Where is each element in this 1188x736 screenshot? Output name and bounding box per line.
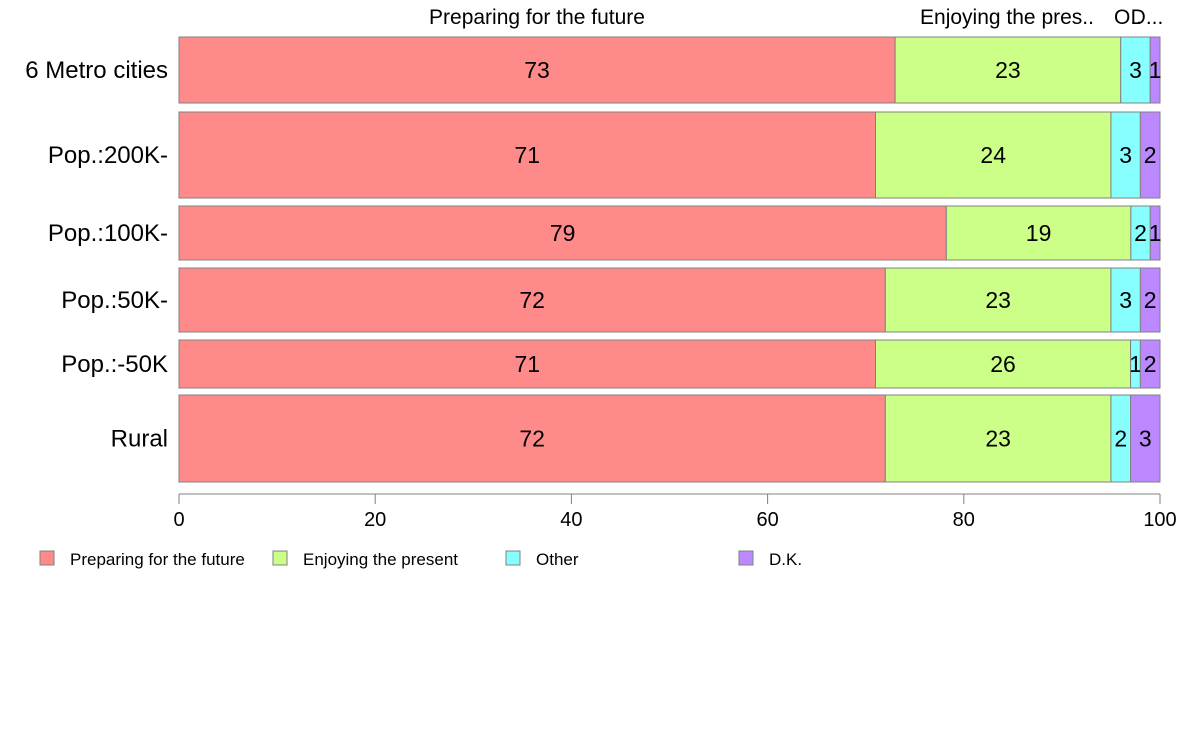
data-label: 2 bbox=[1144, 142, 1157, 168]
bar-segment bbox=[884, 267, 1112, 333]
legend-label: Preparing for the future bbox=[70, 550, 245, 569]
category-labels: 6 Metro cities Pop.:200K- Pop.:100K- Pop.:5… bbox=[25, 57, 168, 453]
data-label: 72 bbox=[519, 287, 545, 313]
category-label: Pop.:200K- bbox=[48, 142, 168, 169]
bars: 73 23 3 171 24 3 279 19 2 172 23 3 271 26 1 272 23 2 3 bbox=[178, 36, 1162, 483]
data-label: 2 bbox=[1134, 220, 1147, 246]
x-tick-label: 40 bbox=[560, 509, 582, 531]
legend-swatch bbox=[39, 550, 55, 566]
data-label: 72 bbox=[519, 426, 545, 452]
legend-label: Other bbox=[536, 550, 579, 569]
legend: Preparing for the future Enjoying the pre… bbox=[39, 550, 802, 569]
column-label: Preparing for the future bbox=[429, 6, 645, 29]
bar-segment bbox=[1130, 394, 1161, 483]
bar-segment bbox=[875, 111, 1112, 199]
category-label: Pop.:-50K bbox=[61, 351, 168, 378]
x-tick-label: 20 bbox=[364, 509, 386, 531]
bar-segment bbox=[894, 36, 1122, 104]
category-label: Rural bbox=[111, 426, 168, 453]
bar-segment bbox=[1149, 205, 1161, 261]
bar-segment bbox=[178, 339, 877, 389]
data-label: 24 bbox=[980, 142, 1006, 168]
x-tick-label: 80 bbox=[953, 509, 975, 531]
data-label: 23 bbox=[985, 426, 1011, 452]
column-label: Enjoying the pres.. bbox=[920, 6, 1094, 29]
legend-swatch bbox=[505, 550, 521, 566]
data-label: 2 bbox=[1144, 351, 1157, 377]
bar-segment bbox=[1149, 36, 1161, 104]
data-label: 79 bbox=[550, 220, 576, 246]
bar-segment bbox=[1110, 267, 1141, 333]
bar-segment bbox=[178, 205, 947, 261]
bar-segment bbox=[1110, 111, 1141, 199]
data-label: 1 bbox=[1129, 351, 1142, 377]
data-label: 23 bbox=[985, 287, 1011, 313]
category-label: Pop.:50K- bbox=[61, 287, 168, 314]
bar-segment bbox=[178, 267, 886, 333]
bar-segment bbox=[1139, 267, 1161, 333]
bar-segment bbox=[875, 339, 1132, 389]
data-label: 3 bbox=[1119, 142, 1132, 168]
data-label: 2 bbox=[1144, 287, 1157, 313]
bar-segment bbox=[1139, 111, 1161, 199]
category-label: 6 Metro cities bbox=[25, 57, 168, 84]
data-label: 23 bbox=[995, 57, 1021, 83]
bar-segment bbox=[884, 394, 1112, 483]
data-label: 1 bbox=[1149, 220, 1162, 246]
bar-segment bbox=[1139, 339, 1161, 389]
column-labels: Preparing for the future Enjoying the pre… bbox=[429, 6, 1163, 29]
bar-segment bbox=[178, 394, 886, 483]
column-label: O.. bbox=[1114, 6, 1142, 29]
x-tick-label: 0 bbox=[173, 509, 184, 531]
x-tick-label: 60 bbox=[756, 509, 778, 531]
data-label: 1 bbox=[1149, 57, 1162, 83]
legend-label: Enjoying the present bbox=[303, 550, 458, 569]
x-tick-label: 100 bbox=[1143, 509, 1176, 531]
x-axis: 0 20 40 60 80 100 bbox=[173, 493, 1177, 531]
bar-segment bbox=[178, 111, 877, 199]
data-label: 3 bbox=[1139, 426, 1152, 452]
legend-swatch bbox=[272, 550, 288, 566]
legend-swatch bbox=[738, 550, 754, 566]
data-label: 3 bbox=[1129, 57, 1142, 83]
legend-label: D.K. bbox=[769, 550, 802, 569]
bar-segment bbox=[945, 205, 1132, 261]
data-label: 73 bbox=[524, 57, 550, 83]
category-label: Pop.:100K- bbox=[48, 220, 168, 247]
data-label: 19 bbox=[1026, 220, 1052, 246]
column-label: D... bbox=[1131, 6, 1164, 29]
data-label: 26 bbox=[990, 351, 1016, 377]
data-label: 2 bbox=[1114, 426, 1127, 452]
data-label: 71 bbox=[514, 351, 540, 377]
data-label: 71 bbox=[514, 142, 540, 168]
data-label: 3 bbox=[1119, 287, 1132, 313]
